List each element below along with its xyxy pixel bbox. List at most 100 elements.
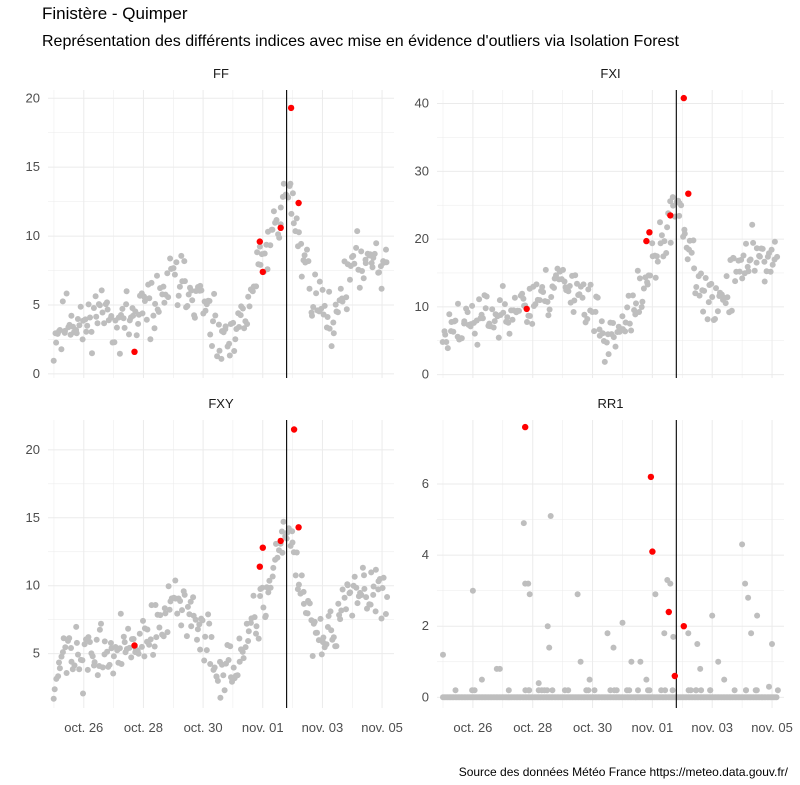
data-point: [101, 320, 108, 327]
data-point: [748, 630, 755, 637]
data-point: [211, 290, 218, 297]
data-point: [339, 298, 346, 305]
data-point: [702, 275, 709, 281]
data-point: [533, 281, 540, 288]
data-point: [135, 650, 142, 657]
data-point: [113, 324, 120, 331]
data-point: [147, 336, 154, 343]
y-tick-label: 10: [415, 299, 429, 314]
x-tick-label: oct. 30: [573, 720, 612, 735]
data-point: [598, 318, 605, 325]
data-point: [350, 252, 357, 259]
data-point: [731, 687, 738, 694]
data-point: [280, 518, 287, 525]
data-point: [464, 309, 471, 316]
data-point: [197, 282, 204, 289]
data-point: [362, 260, 369, 267]
data-point: [372, 566, 379, 573]
y-tick-label: 0: [33, 366, 40, 381]
data-point: [574, 591, 581, 598]
data-point: [774, 253, 781, 260]
data-point: [657, 219, 663, 226]
data-point: [471, 687, 478, 694]
data-point: [73, 639, 80, 646]
data-point: [693, 284, 700, 290]
data-point: [440, 651, 446, 658]
data-point: [214, 677, 221, 684]
data-point: [566, 283, 573, 289]
data-point: [709, 612, 716, 619]
data-point: [118, 661, 125, 667]
data-point: [164, 270, 171, 277]
data-point: [469, 587, 476, 594]
facet-label: FXI: [600, 66, 620, 81]
data-point: [274, 554, 281, 561]
data-point: [511, 294, 518, 301]
data-point: [110, 653, 117, 660]
data-point: [119, 305, 126, 312]
data-point: [667, 580, 674, 587]
data-point: [740, 252, 747, 259]
data-point: [255, 635, 262, 642]
data-point: [622, 328, 629, 335]
data-point: [761, 278, 768, 285]
data-point: [188, 287, 195, 294]
data-point: [476, 296, 483, 303]
data-point: [217, 694, 224, 701]
data-point: [700, 308, 707, 315]
data-point: [619, 313, 626, 320]
data-point: [179, 607, 185, 614]
data-point: [723, 273, 730, 280]
y-tick-label: 20: [26, 90, 40, 105]
data-point: [237, 312, 244, 319]
data-point: [649, 240, 656, 247]
data-point: [211, 664, 218, 671]
data-point: [215, 321, 222, 328]
outlier-point: [259, 544, 266, 551]
data-point: [751, 267, 758, 274]
data-point: [613, 687, 620, 694]
data-point: [572, 272, 579, 279]
data-point: [359, 268, 365, 274]
data-point: [93, 636, 100, 643]
data-point: [478, 676, 485, 683]
data-point: [146, 295, 153, 302]
data-point: [245, 293, 252, 300]
data-point: [353, 584, 360, 591]
data-point: [171, 271, 178, 278]
data-point: [50, 695, 57, 702]
data-point: [490, 324, 497, 331]
x-tick-label: nov. 03: [302, 720, 344, 735]
outlier-point: [646, 229, 653, 236]
data-point: [496, 665, 503, 672]
data-point: [368, 569, 375, 576]
data-point: [187, 598, 194, 605]
data-point: [181, 258, 188, 265]
data-point: [505, 319, 512, 326]
data-point: [104, 648, 111, 655]
data-point: [75, 651, 81, 658]
data-point: [581, 311, 588, 318]
data-point: [254, 249, 261, 256]
data-point: [591, 687, 598, 694]
y-tick-label: 0: [422, 689, 429, 704]
data-point: [337, 285, 344, 292]
data-point: [214, 353, 221, 360]
data-point: [358, 592, 365, 598]
data-point: [99, 664, 106, 671]
y-tick-label: 0: [422, 367, 429, 382]
data-point: [176, 283, 183, 290]
data-point: [174, 302, 181, 309]
data-point: [111, 339, 118, 346]
data-point: [96, 302, 103, 309]
data-point: [84, 666, 91, 673]
data-point: [123, 288, 130, 295]
data-point: [753, 259, 760, 266]
data-point: [376, 269, 382, 276]
data-point: [164, 629, 171, 636]
data-point: [628, 327, 635, 334]
chart-subtitle: Représentation des différents indices av…: [42, 33, 679, 50]
outlier-point: [522, 423, 529, 431]
data-point: [452, 687, 459, 694]
y-tick-label: 20: [26, 442, 40, 457]
